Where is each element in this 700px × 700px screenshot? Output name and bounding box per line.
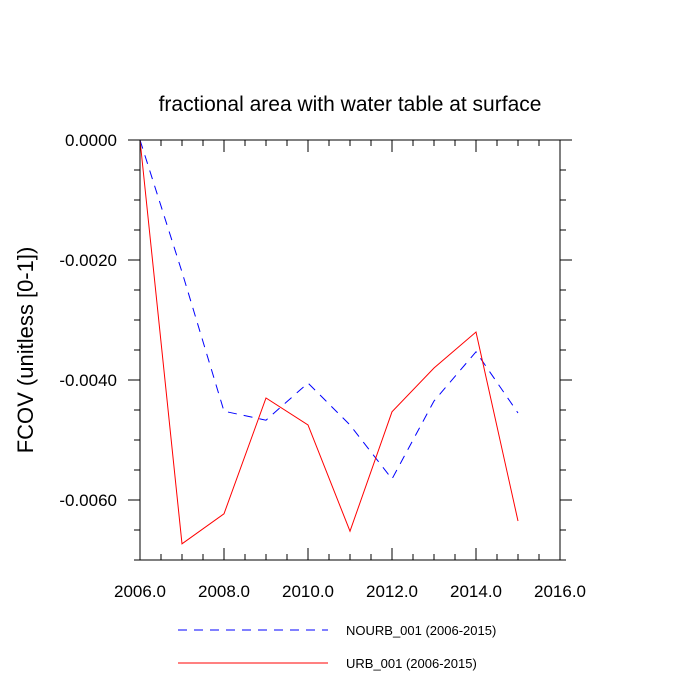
plot-frame [139, 139, 561, 561]
x-tick-label: 2014.0 [450, 582, 502, 601]
y-tick-label: -0.0040 [59, 371, 117, 390]
axis-ticks [128, 139, 572, 561]
axis-tick-labels: 2006.0 2008.0 2010.0 2012.0 2014.0 2016.0 0.00… [59, 131, 586, 601]
x-tick-label: 2006.0 [114, 582, 166, 601]
y-tick-label: 0.0000 [65, 131, 117, 150]
y-tick-label: -0.0020 [59, 251, 117, 270]
series-lines [139, 139, 519, 545]
y-tick-label: -0.0060 [59, 491, 117, 510]
x-tick-label: 2016.0 [534, 582, 586, 601]
x-tick-label: 2008.0 [198, 582, 250, 601]
y-axis-label: FCOV (unitless [0-1]) [13, 247, 38, 454]
legend-label: URB_001 (2006-2015) [346, 656, 477, 671]
legend: NOURB_001 (2006-2015) URB_001 (2006-2015) [178, 623, 496, 671]
x-tick-label: 2012.0 [366, 582, 418, 601]
x-tick-label: 2010.0 [282, 582, 334, 601]
series-line-nourb-001 [139, 139, 519, 480]
legend-label: NOURB_001 (2006-2015) [346, 623, 496, 638]
series-line-urb-001 [139, 139, 519, 545]
chart-title: fractional area with water table at surf… [159, 93, 542, 116]
